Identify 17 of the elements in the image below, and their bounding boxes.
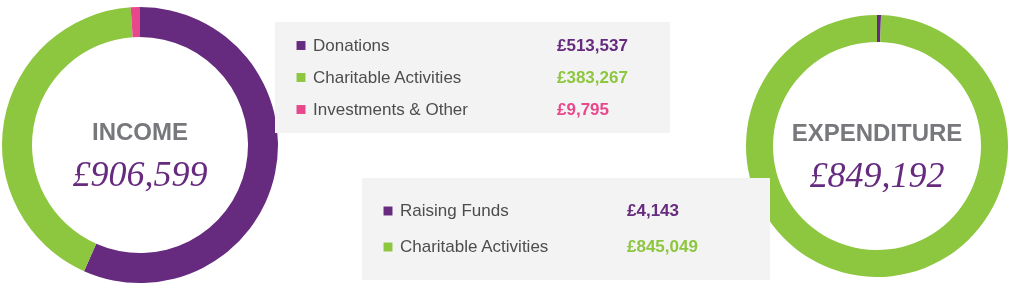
text: £849,192 (809, 155, 945, 195)
data-label: £4,143 (627, 201, 679, 220)
legend-label: Raising Funds (400, 201, 509, 220)
data-label: £845,049 (627, 237, 698, 256)
text: INCOME (92, 118, 188, 145)
donut-slice (130, 7, 140, 38)
legend-label: Charitable Activities (400, 237, 549, 256)
legend-label: Investments & Other (313, 99, 469, 119)
data-label: £383,267 (557, 67, 628, 87)
data-label: £9,795 (557, 99, 609, 119)
legend-label: Donations (313, 35, 390, 55)
data-label: £513,537 (557, 35, 628, 55)
donut-slice (746, 15, 1008, 277)
text: EXPENDITURE (791, 119, 963, 146)
text: £906,599 (72, 154, 208, 194)
legend-label: Charitable Activities (313, 67, 462, 87)
donut-slice (877, 15, 882, 43)
